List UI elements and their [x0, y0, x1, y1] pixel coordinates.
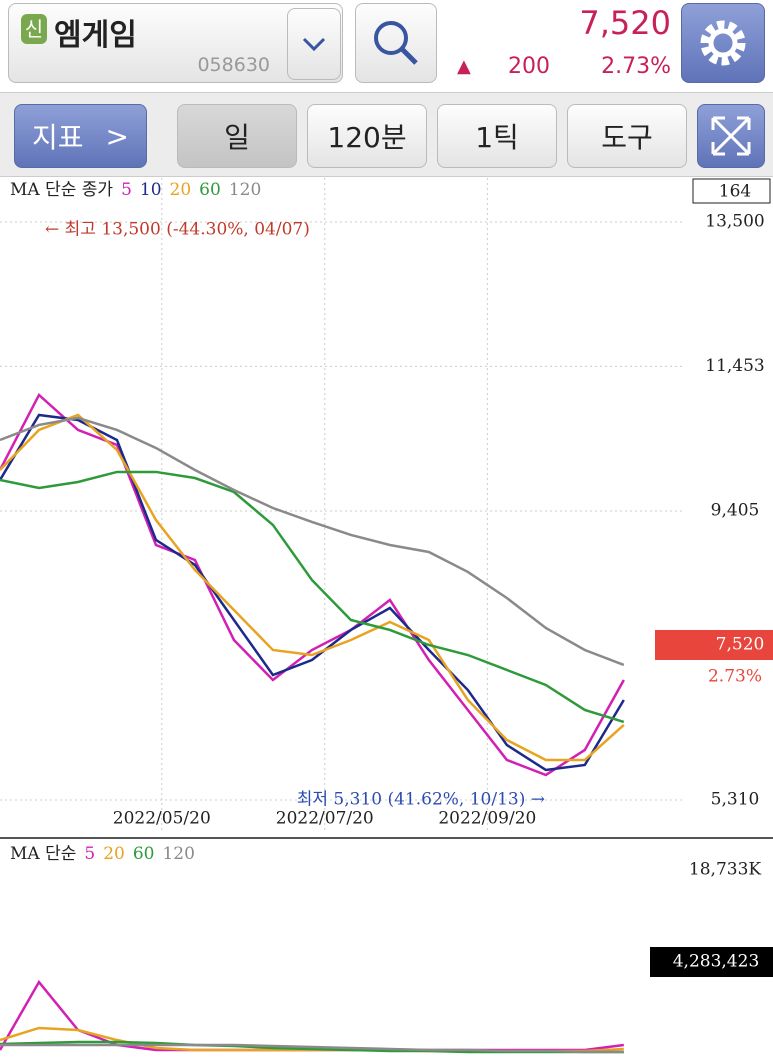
dropdown-button[interactable] — [287, 8, 341, 80]
change: 200 — [508, 54, 550, 79]
indicator-label: 지표 — [32, 121, 84, 154]
ma-line — [0, 416, 625, 667]
arrow-icon: > — [105, 119, 129, 153]
y-tick-label: 9,405 — [711, 500, 760, 520]
last-price-box — [655, 630, 773, 660]
legend-entry: 5 — [84, 844, 95, 864]
last-volume-box — [650, 947, 773, 977]
legend-entry: 120 — [162, 844, 194, 864]
expand-button[interactable] — [697, 104, 765, 168]
tools-label: 도구 — [601, 121, 653, 154]
last-volume: 4,283,423 — [673, 952, 760, 972]
period-button[interactable]: 일 — [177, 104, 297, 168]
ma-line — [0, 413, 625, 762]
gear-icon — [700, 20, 746, 66]
ma-line — [0, 470, 625, 724]
last-pct: 2.73% — [708, 667, 762, 687]
expand-icon — [711, 116, 751, 156]
minutes-label: 120분 — [327, 121, 407, 154]
tick-button[interactable]: 1틱 — [437, 104, 557, 168]
x-tick-label: 2022/09/20 — [438, 809, 536, 829]
stock-code: 058630 — [197, 54, 270, 76]
legend-entry: 20 — [103, 844, 125, 864]
search-button[interactable] — [355, 3, 437, 83]
ma-line — [0, 392, 625, 777]
tools-button[interactable]: 도구 — [567, 104, 687, 168]
chevron-icon — [302, 37, 326, 52]
y-tick-label: 5,310 — [711, 789, 760, 809]
last-price: 7,520 — [716, 635, 765, 655]
legend-entry: 20 — [170, 180, 192, 200]
legend-title: MA 단순 종가 — [10, 180, 113, 200]
count-box — [692, 178, 771, 204]
legend-title: MA 단순 — [10, 844, 76, 864]
x-tick-label: 2022/05/20 — [113, 809, 211, 829]
change-pct: 2.73% — [601, 54, 671, 79]
period-label: 일 — [224, 121, 250, 154]
legend-entry: 120 — [229, 180, 261, 200]
ma-line — [0, 1043, 624, 1054]
y-tick-label: 11,453 — [705, 356, 764, 376]
change-arrow: ▲ — [457, 56, 471, 77]
y-tick-label: 13,500 — [705, 211, 764, 231]
ma-line — [0, 979, 624, 1052]
settings-button[interactable] — [681, 3, 765, 83]
badge: 신 — [21, 14, 47, 44]
legend: MA 단순 5 20 60 120 — [10, 844, 195, 864]
tick-label: 1틱 — [475, 121, 519, 154]
legend-entry: 60 — [199, 180, 221, 200]
legend-entry: 5 — [121, 180, 132, 200]
search-icon — [374, 21, 418, 65]
price: 7,520 — [579, 4, 671, 42]
legend-entry: 10 — [140, 180, 162, 200]
indicator-button[interactable]: 지표 > — [14, 104, 147, 168]
minutes-button[interactable]: 120분 — [307, 104, 427, 168]
low-label: 최저 5,310 (41.62%, 10/13) → — [297, 790, 545, 810]
ma-line — [0, 413, 625, 772]
x-tick-label: 2022/07/20 — [276, 809, 374, 829]
y-tick-label: 18,733K — [689, 859, 761, 879]
legend-entry: 60 — [133, 844, 155, 864]
high-label: ← 최고 13,500 (-44.30%, 04/07) — [45, 220, 310, 240]
count-label: 164 — [719, 182, 751, 202]
stock-name: 엠게임 — [54, 18, 137, 53]
legend: MA 단순 종가 5 10 20 60 120 — [10, 180, 261, 200]
